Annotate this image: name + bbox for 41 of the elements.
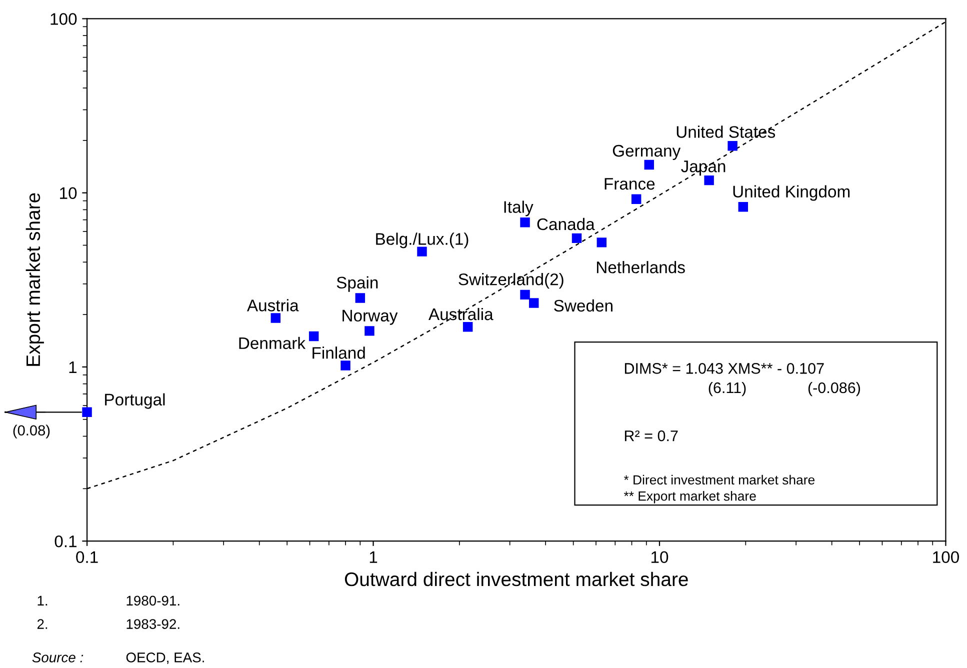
annotation: Netherlands: [596, 261, 685, 274]
x-tick-label: 100: [933, 551, 959, 564]
source-note: Source :: [32, 652, 84, 662]
annotation: (0.08): [13, 424, 50, 438]
text: 2.: [37, 619, 48, 629]
annotation: (-0.086): [808, 382, 860, 396]
annotation: Switzerland(2): [458, 273, 564, 289]
y-tick-label: 10: [60, 187, 77, 200]
annotation: Norway: [342, 310, 398, 325]
annotation: ** Export market share: [624, 491, 756, 504]
annotation: Belg./Lux.(1): [376, 232, 468, 248]
annotation: Spain: [336, 276, 378, 292]
text: 1.: [38, 596, 48, 606]
y-tick-label: 0.1: [54, 535, 76, 548]
annotation: DIMS* = 1.043 XMS** - 0.107: [624, 363, 824, 374]
annotation: Austria: [246, 299, 299, 312]
annotation: United Kingdom: [733, 185, 850, 201]
annotation: Portugal: [105, 393, 165, 409]
annotation: Japan: [681, 160, 726, 176]
annotation: Canada: [537, 218, 595, 230]
annotation: Sweden: [554, 299, 612, 312]
y-tick-label: 1: [69, 362, 76, 373]
text: 1980-91.: [126, 596, 180, 606]
annotation: (6.11): [708, 382, 746, 396]
x-tick-label: 0.1: [76, 551, 98, 564]
x-axis-title: Outward direct investment market share: [344, 572, 688, 586]
annotation: United States: [676, 126, 776, 138]
annotation: Italy: [504, 200, 534, 216]
annotation: Denmark: [239, 336, 306, 350]
annotation: * Direct investment market share: [624, 474, 815, 485]
annotation: Finland: [312, 346, 365, 359]
x-tick-label: 10: [651, 551, 668, 564]
annotation: France: [604, 178, 655, 190]
annotation: Germany: [612, 144, 681, 160]
y-tick-label: 100: [50, 13, 77, 25]
annotation: R² = 0.7: [624, 430, 678, 442]
text: 1983-92.: [126, 619, 180, 629]
annotation: Australia: [428, 308, 494, 320]
x-tick-label: 1: [370, 551, 378, 563]
y-axis-title: Export market share: [26, 193, 44, 366]
text: OECD, EAS.: [126, 652, 204, 664]
